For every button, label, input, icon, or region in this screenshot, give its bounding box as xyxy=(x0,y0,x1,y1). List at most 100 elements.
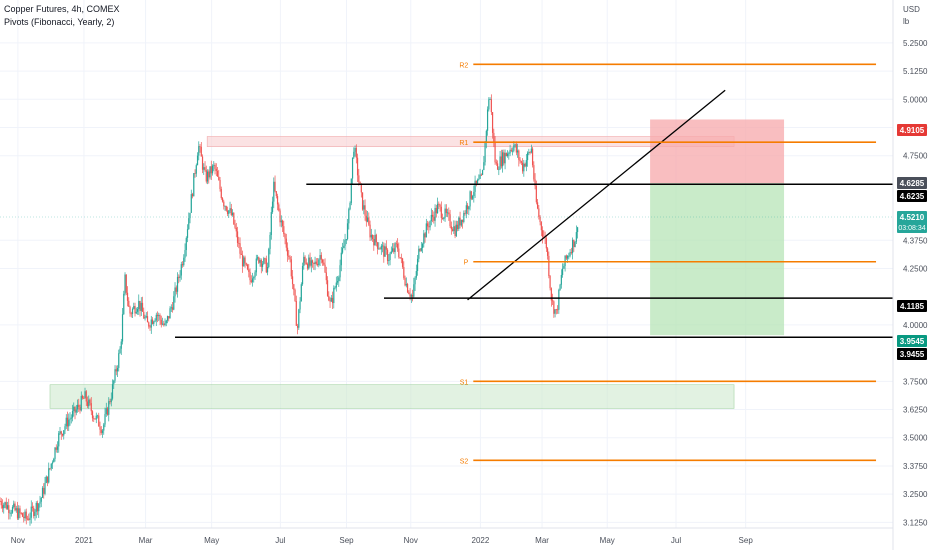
candle-body xyxy=(145,316,147,318)
candle-body xyxy=(214,164,216,169)
candle-body xyxy=(249,271,251,281)
candle-body xyxy=(453,226,455,232)
candle-body xyxy=(235,227,237,232)
candle-body xyxy=(270,212,272,235)
candle-body xyxy=(414,277,416,285)
candle-body xyxy=(413,284,415,297)
candle-body xyxy=(263,258,265,264)
candle-body xyxy=(476,179,479,184)
candle-body xyxy=(206,171,209,182)
candle-body xyxy=(184,250,186,258)
candle-body xyxy=(181,264,184,266)
candle-body xyxy=(213,164,215,166)
candle-body xyxy=(496,163,499,170)
candle-body xyxy=(340,252,342,266)
candle-body xyxy=(325,272,327,281)
candle-body xyxy=(226,210,229,214)
candle-body xyxy=(404,277,406,286)
price-tag-value: 4.5210 xyxy=(900,213,925,222)
y-tick-label: 3.5000 xyxy=(903,434,928,443)
pivot-label-s1: S1 xyxy=(460,379,469,386)
candle-body xyxy=(533,165,535,180)
candle-body xyxy=(335,282,337,288)
candle-body xyxy=(571,239,574,254)
candle-body xyxy=(481,170,484,175)
candle-body xyxy=(344,240,346,246)
candle-body xyxy=(38,503,40,512)
candle-body xyxy=(326,280,329,296)
candle-body xyxy=(378,248,380,250)
symbol-title: Copper Futures, 4h, COMEX xyxy=(4,4,120,14)
candle-body xyxy=(89,399,91,404)
candle-body xyxy=(64,426,66,431)
candle-body xyxy=(305,262,307,264)
candle-body xyxy=(153,321,155,324)
candle-body xyxy=(425,223,427,238)
candle-body xyxy=(99,426,101,430)
candle-body xyxy=(368,217,370,225)
candle-body xyxy=(373,238,375,246)
price-tag-value: 4.1185 xyxy=(900,302,925,311)
candle-body xyxy=(215,168,217,172)
candle-body xyxy=(480,174,482,176)
candle-body xyxy=(350,178,352,203)
candle-body xyxy=(234,224,236,228)
candle-body xyxy=(101,430,104,433)
candle-body xyxy=(499,156,501,170)
candle-body xyxy=(66,417,69,427)
candle-body xyxy=(504,152,506,164)
candle-body xyxy=(274,181,276,192)
candle-body xyxy=(216,171,219,177)
candle-body xyxy=(379,248,381,250)
candle-body xyxy=(55,447,57,450)
candle-body xyxy=(253,277,255,279)
candle-body xyxy=(298,309,300,328)
candle-body xyxy=(370,234,372,238)
candle-body xyxy=(438,203,440,205)
candle-body xyxy=(221,198,224,202)
candle-body xyxy=(448,212,450,215)
candle-body xyxy=(40,497,42,502)
price-tag xyxy=(897,211,927,233)
candle-body xyxy=(8,505,10,513)
candle-body xyxy=(321,259,324,263)
candle-body xyxy=(461,219,464,222)
candle-body xyxy=(430,214,432,222)
candle-body xyxy=(391,248,394,252)
candle-body xyxy=(524,163,526,167)
candle-body xyxy=(355,147,357,158)
candle-body xyxy=(126,292,129,301)
candle-body xyxy=(464,212,466,214)
candle-body xyxy=(174,287,176,297)
candle-body xyxy=(19,508,21,514)
candle-body xyxy=(246,264,249,270)
candle-body xyxy=(468,206,470,210)
candle-body xyxy=(233,212,235,225)
candle-body xyxy=(208,171,210,178)
candle-body xyxy=(5,502,7,509)
candle-body xyxy=(71,411,74,418)
candle-body xyxy=(541,230,544,237)
candle-body xyxy=(288,255,290,257)
candle-body xyxy=(148,322,150,327)
candle-body xyxy=(559,284,561,290)
candle-body xyxy=(278,204,280,211)
pivots-layer: R2 R1 P S1 S2 xyxy=(459,62,877,465)
candle-body xyxy=(363,205,365,210)
candle-body xyxy=(141,302,144,312)
candle-body xyxy=(241,254,244,267)
candle-body xyxy=(41,487,44,498)
candle-body xyxy=(110,398,112,403)
candle-body xyxy=(135,311,137,314)
candle-body xyxy=(191,194,194,197)
candle-body xyxy=(538,208,540,217)
candle-body xyxy=(443,217,445,219)
candle-body xyxy=(78,404,80,408)
candle-body xyxy=(466,205,469,210)
candle-body xyxy=(60,431,62,434)
candle-body xyxy=(96,415,99,417)
candle-body xyxy=(446,212,449,214)
candle-body xyxy=(444,208,446,218)
